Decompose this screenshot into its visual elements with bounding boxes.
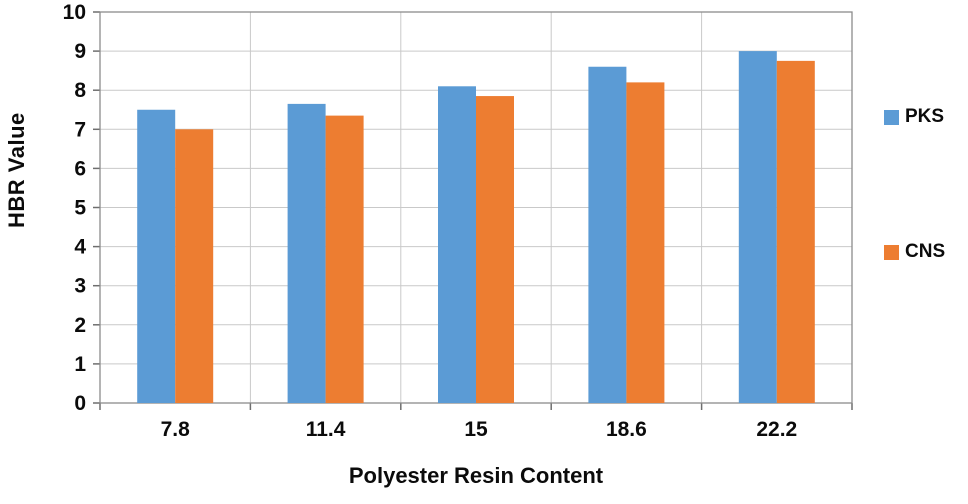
svg-text:15: 15 — [464, 418, 488, 441]
legend: PKS CNS — [884, 0, 968, 504]
svg-text:1: 1 — [74, 353, 86, 376]
y-axis-title: HBR Value — [4, 112, 29, 228]
svg-text:6: 6 — [74, 157, 86, 180]
legend-item-cns: CNS — [884, 241, 945, 263]
svg-text:2: 2 — [74, 314, 86, 337]
svg-text:22.2: 22.2 — [756, 418, 797, 441]
svg-text:10: 10 — [63, 1, 86, 24]
svg-text:11.4: 11.4 — [306, 418, 346, 441]
pks-swatch-icon — [884, 109, 899, 125]
svg-text:8: 8 — [74, 79, 86, 102]
legend-label-pks: PKS — [905, 106, 945, 127]
x-axis-title: Polyester Resin Content — [348, 463, 604, 488]
legend-item-pks: PKS — [884, 106, 944, 128]
legend-label-cns: CNS — [905, 241, 946, 262]
svg-text:18.6: 18.6 — [606, 418, 647, 441]
svg-text:4: 4 — [74, 236, 86, 259]
svg-text:9: 9 — [74, 40, 86, 63]
svg-text:5: 5 — [74, 197, 86, 220]
svg-text:7: 7 — [74, 118, 86, 141]
cns-swatch-icon — [884, 244, 899, 260]
svg-text:7.8: 7.8 — [161, 418, 191, 441]
svg-text:3: 3 — [74, 275, 86, 298]
svg-text:0: 0 — [74, 392, 86, 415]
